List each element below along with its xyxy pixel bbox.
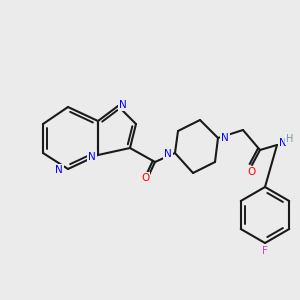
Text: O: O: [248, 167, 256, 177]
Text: N: N: [119, 100, 127, 110]
Text: H: H: [286, 134, 293, 144]
Text: N: N: [55, 165, 63, 175]
Text: N: N: [164, 149, 172, 159]
Text: N: N: [279, 138, 287, 148]
Text: N: N: [221, 133, 229, 143]
Text: F: F: [262, 246, 268, 256]
Text: N: N: [88, 152, 96, 162]
Text: O: O: [141, 173, 149, 183]
